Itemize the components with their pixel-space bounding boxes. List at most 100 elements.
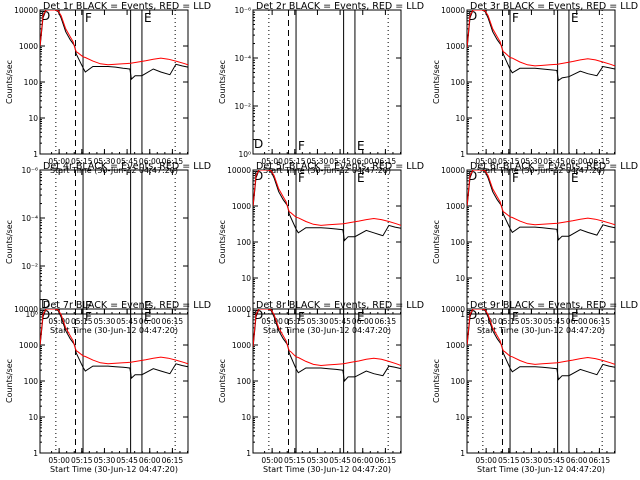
- corner-label: D: [468, 169, 477, 183]
- lld-series-line: [467, 309, 615, 365]
- y-tick-label: 10⁻⁴: [234, 54, 251, 63]
- x-axis-label: Start Time (30-Jun-12 04:47:20): [50, 465, 178, 474]
- x-tick-label: 05:00: [475, 157, 497, 166]
- x-tick-label: 06:00: [566, 456, 588, 465]
- y-tick-label: 100: [451, 78, 466, 87]
- marker-label: E: [571, 310, 579, 324]
- corner-label: D: [468, 308, 477, 322]
- x-tick-label: 05:30: [521, 456, 543, 465]
- x-axis-label: Start Time (30-Jun-12 04:47:20): [263, 326, 391, 335]
- x-tick-label: 06:00: [352, 456, 374, 465]
- y-tick-label: 10000: [14, 305, 38, 314]
- events-series-line: [253, 309, 401, 383]
- y-tick-label: 10000: [14, 6, 38, 15]
- y-tick-label: 1000: [19, 341, 38, 350]
- marker-label: E: [357, 171, 365, 185]
- x-tick-label: 05:00: [261, 317, 283, 326]
- y-tick-label: 10: [241, 274, 251, 283]
- y-tick-label: 1: [33, 150, 38, 159]
- marker-label: F: [512, 171, 519, 185]
- panel-title: Det 7r BLACK = Events, RED = LLD: [43, 300, 211, 311]
- y-tick-label: 1: [246, 310, 251, 319]
- x-tick-label: 05:00: [48, 157, 70, 166]
- x-axis-label: Start Time (30-Jun-12 04:47:20): [477, 465, 605, 474]
- x-tick-label: 05:45: [116, 317, 138, 326]
- marker-label: E: [144, 310, 152, 324]
- y-axis-label: Counts/sec: [218, 60, 227, 104]
- x-tick-label: 06:15: [162, 317, 184, 326]
- y-tick-label: 1: [460, 449, 465, 458]
- y-axis-label: Counts/sec: [5, 220, 14, 264]
- y-tick-label: 10: [455, 274, 465, 283]
- x-tick-label: 05:45: [116, 456, 138, 465]
- y-axis-label: Counts/sec: [218, 220, 227, 264]
- x-tick-label: 05:30: [94, 157, 116, 166]
- panel-title: Det 6r BLACK = Events, RED = LLD: [470, 161, 638, 172]
- x-tick-label: 06:15: [375, 157, 397, 166]
- x-tick-label: 05:00: [261, 456, 283, 465]
- lld-series-line: [467, 170, 615, 226]
- x-tick-label: 06:15: [375, 456, 397, 465]
- x-tick-label: 06:15: [589, 157, 611, 166]
- x-tick-label: 05:00: [475, 317, 497, 326]
- panel-title: Det 8r BLACK = Events, RED = LLD: [256, 300, 424, 311]
- y-axis-label: Counts/sec: [218, 359, 227, 403]
- y-axis-label: Counts/sec: [5, 60, 14, 104]
- panel-title: Det 4r BLACK = Events, RED = LLD: [43, 161, 211, 172]
- events-series-line: [467, 309, 615, 381]
- x-tick-label: 06:15: [589, 456, 611, 465]
- x-tick-label: 05:15: [71, 317, 93, 326]
- x-tick-label: 06:15: [162, 157, 184, 166]
- x-tick-label: 05:45: [329, 157, 351, 166]
- y-tick-label: 10000: [441, 305, 465, 314]
- corner-label: D: [254, 308, 263, 322]
- panel-title: Det 9r BLACK = Events, RED = LLD: [470, 300, 638, 311]
- x-tick-label: 06:00: [352, 317, 374, 326]
- y-tick-label: 100: [237, 238, 252, 247]
- marker-label: E: [144, 11, 152, 25]
- y-tick-label: 1000: [446, 341, 465, 350]
- events-series-line: [40, 10, 188, 81]
- x-tick-label: 06:00: [139, 456, 161, 465]
- marker-label: E: [571, 171, 579, 185]
- y-tick-label: 1000: [19, 42, 38, 51]
- x-tick-label: 06:15: [375, 317, 397, 326]
- events-series-line: [467, 170, 615, 241]
- y-tick-label: 10000: [227, 305, 251, 314]
- y-tick-label: 1: [460, 310, 465, 319]
- x-tick-label: 06:00: [139, 157, 161, 166]
- plot-frame: [466, 9, 616, 155]
- lld-series-line: [253, 309, 401, 367]
- panel-2: Det 2r BLACK = Events, RED = LLD F E D 05:00…: [218, 1, 424, 175]
- x-tick-label: 05:30: [307, 456, 329, 465]
- y-axis-label: Counts/sec: [432, 60, 441, 104]
- y-tick-label: 10⁰: [238, 150, 251, 159]
- x-tick-label: 05:45: [329, 317, 351, 326]
- marker-label: E: [571, 11, 579, 25]
- x-tick-label: 05:15: [284, 317, 306, 326]
- marker-label: E: [144, 299, 152, 313]
- marker-label: F: [298, 139, 305, 153]
- corner-label: D: [468, 9, 477, 23]
- lld-series-line: [40, 309, 188, 365]
- x-tick-label: 05:45: [543, 456, 565, 465]
- y-axis-label: Counts/sec: [432, 220, 441, 264]
- y-tick-label: 100: [24, 377, 39, 386]
- plot-frame: [39, 169, 189, 315]
- y-tick-label: 1: [246, 449, 251, 458]
- y-tick-label: 10000: [441, 6, 465, 15]
- plot-frame: [466, 169, 616, 315]
- events-series-line: [40, 309, 188, 380]
- x-tick-label: 05:30: [307, 317, 329, 326]
- plot-frame: [252, 169, 402, 315]
- y-tick-label: 10⁻⁶: [21, 166, 38, 175]
- y-tick-label: 100: [237, 377, 252, 386]
- lld-series-line: [467, 10, 615, 67]
- y-tick-label: 10: [455, 413, 465, 422]
- y-tick-label: 100: [24, 78, 39, 87]
- events-series-line: [467, 10, 615, 82]
- corner-label: D: [254, 169, 263, 183]
